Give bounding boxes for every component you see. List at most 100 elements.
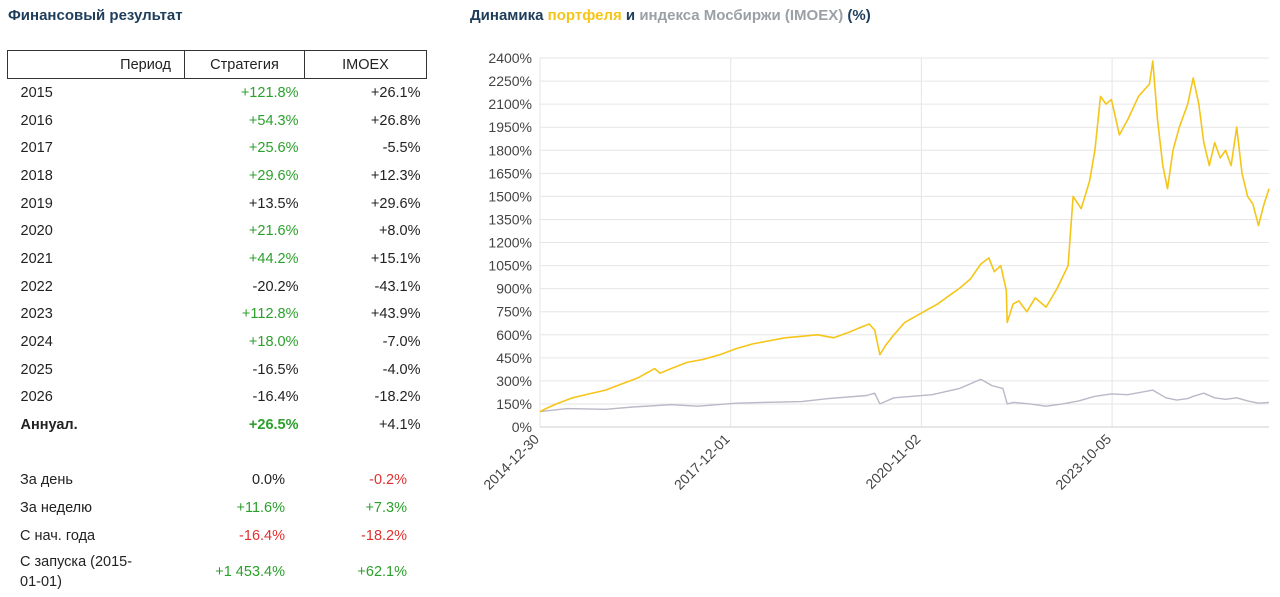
period-cell: 2017 xyxy=(20,140,53,157)
strategy-cell: +121.8% xyxy=(240,84,299,101)
index-cell: +29.6% xyxy=(370,195,421,212)
strategy-cell: -20.2% xyxy=(252,278,299,295)
chart-title-index: индекса Мосбиржи (IMOEX) xyxy=(639,7,844,24)
strategy-cell: -16.4% xyxy=(252,389,299,406)
period-cell: 2019 xyxy=(20,195,53,212)
stats-strategy-cell: -16.4% xyxy=(239,528,285,544)
y-tick-label: 600% xyxy=(496,327,532,343)
y-tick-label: 1800% xyxy=(488,142,532,158)
period-cell: 2022 xyxy=(20,278,53,295)
index-cell: +12.3% xyxy=(370,167,421,184)
strategy-cell: +112.8% xyxy=(241,306,299,323)
stats-index-cell: -0.2% xyxy=(369,472,407,488)
stats-row: За день 0.0% -0.2% xyxy=(7,466,413,494)
chart-title: Динамика портфеля и индекса Мосбиржи (IM… xyxy=(470,7,871,24)
x-tick-label: 2020-11-02 xyxy=(862,431,923,492)
strategy-cell: -16.5% xyxy=(252,361,299,378)
table-row: 2015 +121.8% +26.1% xyxy=(8,79,427,107)
strategy-cell: +13.5% xyxy=(248,195,299,212)
annual-row: Аннуал. +26.5% +4.1% xyxy=(8,411,427,439)
y-tick-label: 900% xyxy=(496,281,532,297)
stats-index-cell: -18.2% xyxy=(361,528,407,544)
strategy-cell: +26.5% xyxy=(248,417,299,434)
stats-strategy-cell: +1 453.4% xyxy=(215,564,285,580)
stats-row: За неделю +11.6% +7.3% xyxy=(7,494,413,522)
portfolio-series-line xyxy=(539,60,1270,413)
chart-title-part: (%) xyxy=(843,7,871,24)
x-tick-label: 2017-12-01 xyxy=(671,431,733,493)
stats-row: С запуска (2015-01-01) +1 453.4% +62.1% xyxy=(7,550,413,594)
table-header-row: Период Стратегия IMOEX xyxy=(7,50,427,79)
index-cell: -43.1% xyxy=(374,278,421,295)
index-cell: -5.5% xyxy=(382,140,421,157)
stats-strategy-cell: 0.0% xyxy=(251,472,285,488)
strategy-cell: +18.0% xyxy=(248,334,299,351)
period-cell: 2018 xyxy=(20,167,53,184)
y-tick-label: 2100% xyxy=(488,96,532,112)
table-row: 2018 +29.6% +12.3% xyxy=(8,162,427,190)
stats-label: С нач. года xyxy=(20,528,96,544)
header-strategy: Стратегия xyxy=(184,50,305,79)
stats-row: С нач. года -16.4% -18.2% xyxy=(7,522,413,550)
header-index: IMOEX xyxy=(304,50,427,79)
y-tick-label: 2400% xyxy=(488,50,532,66)
index-cell: +26.1% xyxy=(370,84,421,101)
y-tick-label: 450% xyxy=(496,350,532,366)
x-tick-label: 2014-12-30 xyxy=(480,431,542,493)
stats-label: За день xyxy=(20,472,73,488)
y-tick-label: 1350% xyxy=(488,211,532,227)
chart-title-part: и xyxy=(621,7,640,24)
y-tick-label: 150% xyxy=(496,396,532,412)
period-cell: 2025 xyxy=(20,361,53,378)
y-tick-label: 0% xyxy=(512,419,532,435)
imoex-series-line xyxy=(539,378,1270,413)
period-cell: 2016 xyxy=(20,112,53,129)
table-row: 2022 -20.2% -43.1% xyxy=(8,273,427,301)
period-cell: 2021 xyxy=(20,250,53,267)
period-cell: Аннуал. xyxy=(20,417,78,434)
chart-title-portfolio: портфеля xyxy=(547,7,622,24)
index-cell: +15.1% xyxy=(370,250,421,267)
period-cell: 2015 xyxy=(20,84,53,101)
x-tick-label: 2023-10-05 xyxy=(1052,431,1114,493)
period-stats-table: За день 0.0% -0.2% За неделю +11.6% +7.3% С на… xyxy=(7,466,413,594)
y-tick-label: 1500% xyxy=(488,188,532,204)
stats-index-cell: +62.1% xyxy=(357,564,407,580)
financial-result-title: Финансовый результат xyxy=(8,7,183,24)
chart-title-part: Динамика xyxy=(470,7,548,24)
index-cell: +4.1% xyxy=(378,417,421,434)
y-tick-label: 1950% xyxy=(488,119,532,135)
y-tick-label: 300% xyxy=(496,373,532,389)
header-period: Период xyxy=(7,50,185,79)
index-cell: +26.8% xyxy=(370,112,421,129)
financial-result-table: Период Стратегия IMOEX 2015 +121.8% +26.1%… xyxy=(7,50,427,439)
strategy-cell: +54.3% xyxy=(248,112,299,129)
table-row: 2016 +54.3% +26.8% xyxy=(8,107,427,135)
index-cell: +8.0% xyxy=(378,223,421,240)
index-cell: -7.0% xyxy=(382,334,421,351)
stats-label: С запуска (2015-01-01) xyxy=(20,554,133,590)
y-tick-label: 1650% xyxy=(488,165,532,181)
table-row: 2017 +25.6% -5.5% xyxy=(8,134,427,162)
strategy-cell: +29.6% xyxy=(248,167,299,184)
stats-label: За неделю xyxy=(20,500,92,516)
period-cell: 2024 xyxy=(20,334,53,351)
period-cell: 2020 xyxy=(20,223,53,240)
index-cell: -18.2% xyxy=(374,389,421,406)
strategy-cell: +21.6% xyxy=(248,223,299,240)
period-cell: 2026 xyxy=(20,389,53,406)
y-tick-label: 1200% xyxy=(488,235,532,251)
period-stats-rows: За день 0.0% -0.2% За неделю +11.6% +7.3% С на… xyxy=(7,466,413,594)
financial-result-rows: 2015 +121.8% +26.1% 2016 +54.3% +26.8% 2017 +25… xyxy=(8,79,427,439)
index-cell: -4.0% xyxy=(382,361,421,378)
table-row: 2026 -16.4% -18.2% xyxy=(8,384,427,412)
table-row: 2025 -16.5% -4.0% xyxy=(8,356,427,384)
y-tick-label: 2250% xyxy=(488,73,532,89)
strategy-cell: +44.2% xyxy=(248,250,299,267)
y-tick-label: 750% xyxy=(496,304,532,320)
index-cell: +43.9% xyxy=(370,306,421,323)
table-row: 2020 +21.6% +8.0% xyxy=(8,217,427,245)
strategy-cell: +25.6% xyxy=(248,140,299,157)
y-tick-label: 1050% xyxy=(488,258,532,274)
